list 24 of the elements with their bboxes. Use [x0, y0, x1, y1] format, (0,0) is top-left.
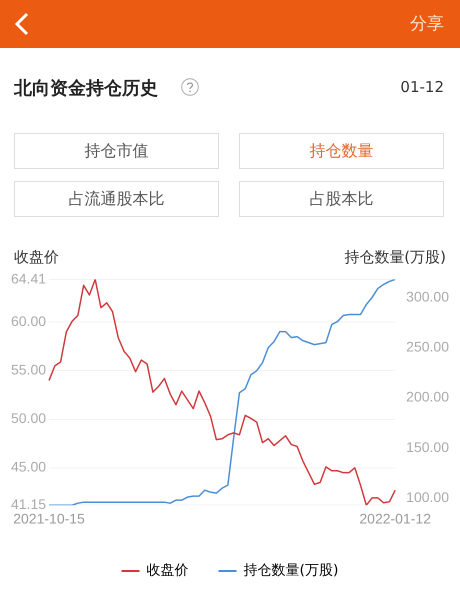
y-tick-label: 50.00 [10, 410, 46, 426]
y2-tick-label: 200.00 [406, 388, 450, 405]
text: 持仓市值 [14, 133, 219, 169]
text: 占股本比 [239, 181, 444, 217]
text: 占流通股本比 [14, 181, 219, 217]
text: 持仓数量 [239, 133, 444, 169]
y-tick-label: 55.00 [10, 362, 46, 378]
y-tick-label: 45.00 [10, 458, 46, 475]
chart-title: 北向资金持仓历史 [14, 77, 158, 100]
legend-label: 收盘价 [146, 562, 189, 579]
y2-tick-label: 250.00 [406, 338, 450, 354]
chart-subtitle: 01-12 [400, 78, 444, 96]
y2-tick-label: 300.00 [406, 288, 450, 304]
y2-tick-label: 150.00 [406, 438, 450, 455]
x-tick-label: 2021-10-15 [13, 510, 86, 526]
legend-label: 持仓数量(万股) [244, 562, 338, 579]
text: 分享 [410, 13, 444, 35]
y-tick-label: 41.15 [10, 496, 46, 512]
x-tick-label: 2022-01-12 [359, 510, 432, 526]
y2-tick-label: 100.00 [406, 489, 450, 506]
y-tick-label: 60.00 [10, 313, 46, 330]
y2-axis-title: 持仓数量(万股) [344, 248, 446, 267]
y-tick-label: 64.41 [10, 270, 46, 286]
y-axis-title: 收盘价 [14, 248, 59, 267]
